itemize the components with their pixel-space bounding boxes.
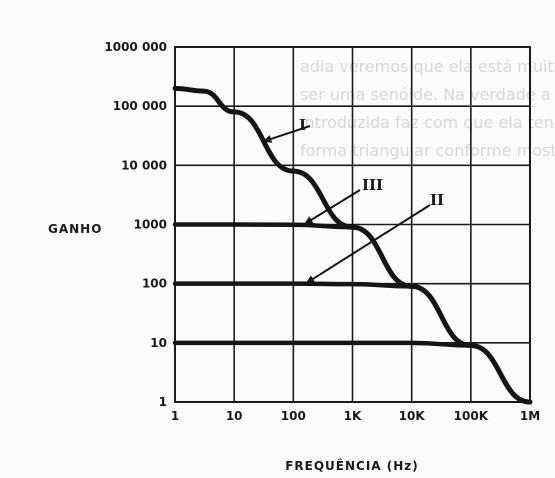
label-i: I	[299, 116, 306, 134]
y-tick-labels: 1 10 100 1000 10 000 100 000 1000 000	[104, 40, 167, 409]
arrowhead-ii	[305, 275, 316, 284]
x-tick-label: 10K	[399, 409, 426, 423]
svg-text:adia veremos que ela está muit: adia veremos que ela está muito longe de	[300, 57, 555, 76]
y-tick-label: 10 000	[121, 158, 167, 172]
arrowhead-iii	[303, 216, 314, 225]
svg-text:introduzida faz com que ela te: introduzida faz com que ela tende a uma	[300, 113, 555, 132]
y-axis-title: GANHO	[48, 222, 102, 236]
x-tick-label: 100	[281, 409, 306, 423]
x-tick-label: 10	[226, 409, 243, 423]
y-tick-label: 1000	[134, 218, 167, 232]
label-ii: II	[430, 191, 444, 209]
x-tick-label: 1K	[344, 409, 362, 423]
x-tick-label: 100K	[454, 409, 489, 423]
y-tick-label: 10	[150, 336, 167, 350]
svg-text:ser uma senóide. Na verdade a: ser uma senóide. Na verdade a distorção	[300, 85, 555, 104]
x-axis-title: FREQUÊNCIA (Hz)	[285, 458, 419, 473]
arrowhead-i	[262, 135, 273, 143]
arrow-iii	[303, 189, 361, 226]
x-tick-labels: 1 10 100 1K 10K 100K 1M	[171, 409, 540, 423]
background-bleed-text: adia veremos que ela está muito longe de…	[300, 57, 555, 160]
label-iii: III	[362, 176, 383, 194]
y-tick-label: 100	[142, 277, 167, 291]
y-tick-label: 100 000	[113, 99, 167, 113]
svg-text:forma triangular conforme most: forma triangular conforme mostra a figur…	[300, 141, 555, 160]
curve-annotations: I III II	[262, 116, 444, 285]
x-tick-label: 1	[171, 409, 179, 423]
arrow-ii	[304, 204, 431, 285]
x-tick-label: 1M	[520, 409, 540, 423]
y-tick-label: 1000 000	[104, 40, 167, 54]
y-tick-label: 1	[159, 395, 167, 409]
